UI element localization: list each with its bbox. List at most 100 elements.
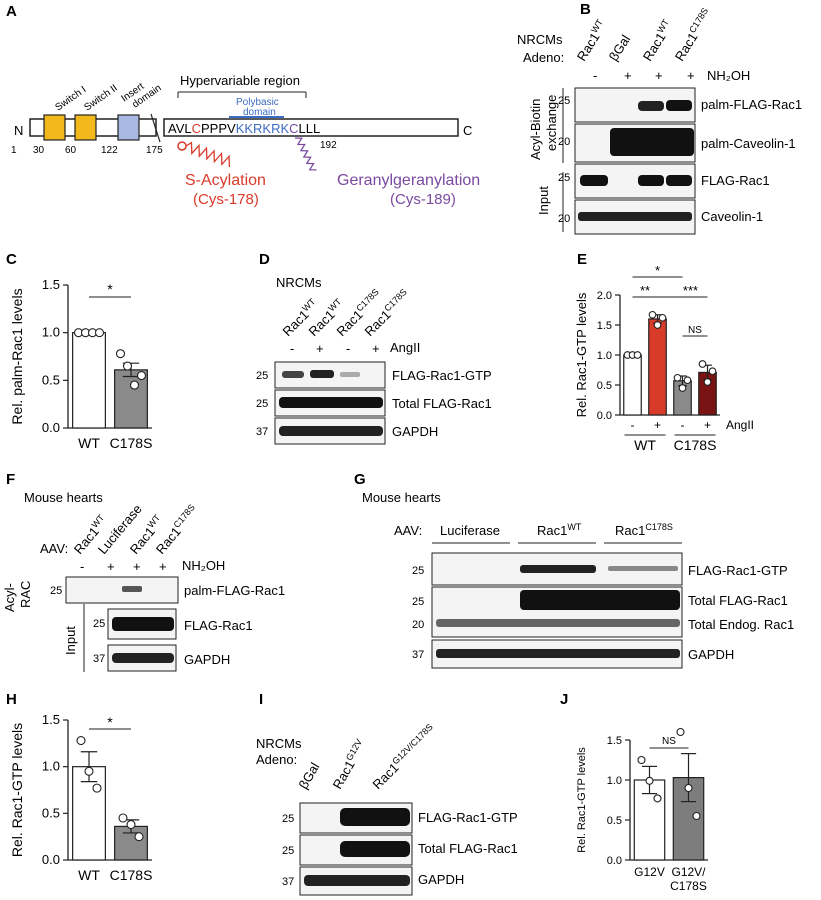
f-group-acyl-1: Acyl- <box>2 583 17 612</box>
g-row-3: Total Endog. Rac1 <box>688 617 794 632</box>
d-treat-label: AngII <box>390 340 420 355</box>
h-data-point <box>92 783 102 793</box>
g-row-1: FLAG-Rac1-GTP <box>688 563 788 578</box>
f-aav-label: AAV: <box>40 541 68 556</box>
b-mw-2: 20 <box>558 136 570 148</box>
e-treat-label: AngII <box>726 418 754 432</box>
j-y-tick-label: 0.5 <box>607 815 622 827</box>
b-row-1: palm-FLAG-Rac1 <box>701 97 802 112</box>
e-y-tick-label: 0.0 <box>597 410 612 422</box>
c-data-point <box>115 349 126 359</box>
n-terminus-label: N <box>14 123 23 138</box>
j-data-point <box>653 794 662 803</box>
b-lane-3: Rac1WT <box>639 17 676 64</box>
b-group-abe-2: exchange <box>544 95 559 151</box>
c-y-tick-label: 1.0 <box>42 325 60 340</box>
c-data-point <box>122 361 133 371</box>
e-y-tick-label: 0.5 <box>597 380 612 392</box>
switch2-label: Switch II <box>82 83 119 114</box>
pos-175: 175 <box>146 145 163 156</box>
j-y-axis-label: Rel. Rac1-GTP levels <box>576 747 588 853</box>
geranylgeranylation-label: Geranylgeranylation <box>337 172 480 189</box>
e-y-tick-label: 1.0 <box>597 350 612 362</box>
pos-122: 122 <box>101 145 118 156</box>
b-lane-4: Rac1C178S <box>671 6 715 64</box>
c-x-tick-label: C178S <box>110 435 153 451</box>
j-data-point <box>637 755 646 765</box>
b-row-2: palm-Caveolin-1 <box>701 136 796 151</box>
h-bar <box>72 766 106 861</box>
pos-60: 60 <box>65 145 77 156</box>
f-nh2oh-label: NH₂OH <box>182 558 225 573</box>
i-row-3: GAPDH <box>418 872 464 887</box>
j-x-tick-label: G12V <box>634 865 665 879</box>
s-acylation-site: (Cys-178) <box>193 191 259 208</box>
f-mw-2: 25 <box>93 618 105 630</box>
j-y-tick-label: 0.0 <box>607 855 622 867</box>
d-sign-2: + <box>316 341 324 356</box>
e-data-point <box>653 321 662 329</box>
panel-c: C 0.0 0.5 1.0 1.5 Rel. palm-Rac1 levels WT C17… <box>6 251 152 451</box>
panel-a: A N C Switch I Switch II Insert domain H… <box>6 3 480 208</box>
j-y-tick-label: 1.0 <box>607 775 622 787</box>
f-sign-3: + <box>133 559 141 574</box>
e-data-point <box>683 376 692 385</box>
b-sign-4: + <box>687 68 695 83</box>
h-y-tick-label: 1.0 <box>42 759 60 774</box>
panel-label-b: B <box>580 1 591 18</box>
g-group-1: Luciferase <box>440 523 500 538</box>
panel-d: D NRCMs Rac1WT Rac1WT Rac1C178S Rac1C178… <box>256 251 492 445</box>
c-terminus-label: C <box>463 123 472 138</box>
i-lane-3: Rac1G12V/C178S <box>369 722 439 792</box>
g-mw-3: 20 <box>412 619 424 631</box>
j-sig-label: NS <box>662 736 676 747</box>
g-row-2: Total FLAG-Rac1 <box>688 593 788 608</box>
panel-i: I NRCMs Adeno: βGal Rac1G12V Rac1G12V/C1… <box>256 691 518 896</box>
h-data-point <box>126 819 136 830</box>
panel-b: B NRCMs Adeno: Rac1WT βGal Rac1WT Rac1C1… <box>517 1 802 235</box>
panel-label-j: J <box>560 691 568 708</box>
e-sign-label: + <box>654 418 661 432</box>
panel-label-c: C <box>6 251 17 268</box>
b-sign-1: - <box>593 68 597 83</box>
panel-j: J 0.0 0.5 1.0 1.5 Rel. Rac1-GTP levels G12V G1… <box>560 691 708 893</box>
j-data-point <box>645 776 654 785</box>
i-cells-label: NRCMs <box>256 736 302 751</box>
panel-g: G Mouse hearts AAV: Luciferase Rac1WT Ra… <box>354 471 794 669</box>
e-group-label: C178S <box>674 437 717 453</box>
e-y-axis-label: Rel. Rac1-GTP levels <box>574 292 589 417</box>
e-y-tick-label: 1.5 <box>597 320 612 332</box>
f-sign-1: - <box>80 559 84 574</box>
e-data-point <box>678 384 687 392</box>
f-lane-4: Rac1C178S <box>152 502 201 557</box>
switch1-label: Switch I <box>53 84 88 113</box>
c-x-tick-label: WT <box>78 435 100 451</box>
i-lane-1: βGal <box>296 760 323 792</box>
panel-label-h: H <box>6 691 17 708</box>
g-mw-1: 25 <box>412 565 424 577</box>
e-sign-label: - <box>681 418 685 432</box>
c-sig-label: * <box>107 281 113 297</box>
panel-label-g: G <box>354 471 366 488</box>
g-group-3: Rac1C178S <box>615 522 673 538</box>
f-source-label: Mouse hearts <box>24 490 103 505</box>
h-y-tick-label: 0.5 <box>42 805 60 820</box>
h-sig-label: * <box>107 714 113 730</box>
pos-30: 30 <box>33 145 45 156</box>
g-mw-4: 37 <box>412 649 424 661</box>
c-y-tick-label: 0.0 <box>42 420 60 435</box>
panel-f: F Mouse hearts AAV: Rac1WT Luciferase Ra… <box>2 471 285 672</box>
b-lane-2: βGal <box>606 32 633 64</box>
f-mw-1: 25 <box>50 585 62 597</box>
f-row-2: FLAG-Rac1 <box>184 618 253 633</box>
g-mw-2: 25 <box>412 596 424 608</box>
f-mw-3: 37 <box>93 653 105 665</box>
c-data-point <box>129 380 140 390</box>
b-adeno-label: Adeno: <box>523 50 564 65</box>
b-row-3: FLAG-Rac1 <box>701 173 770 188</box>
e-data-point <box>673 373 682 382</box>
g-group-2: Rac1WT <box>537 522 582 538</box>
h-y-tick-label: 1.5 <box>42 712 60 727</box>
b-row-4: Caveolin-1 <box>701 209 763 224</box>
